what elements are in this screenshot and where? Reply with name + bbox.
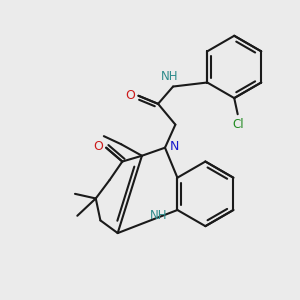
Text: NH: NH xyxy=(150,209,168,222)
Text: N: N xyxy=(169,140,179,153)
Text: Cl: Cl xyxy=(232,118,244,131)
Text: NH: NH xyxy=(161,70,178,83)
Text: O: O xyxy=(93,140,103,153)
Text: O: O xyxy=(125,89,135,102)
